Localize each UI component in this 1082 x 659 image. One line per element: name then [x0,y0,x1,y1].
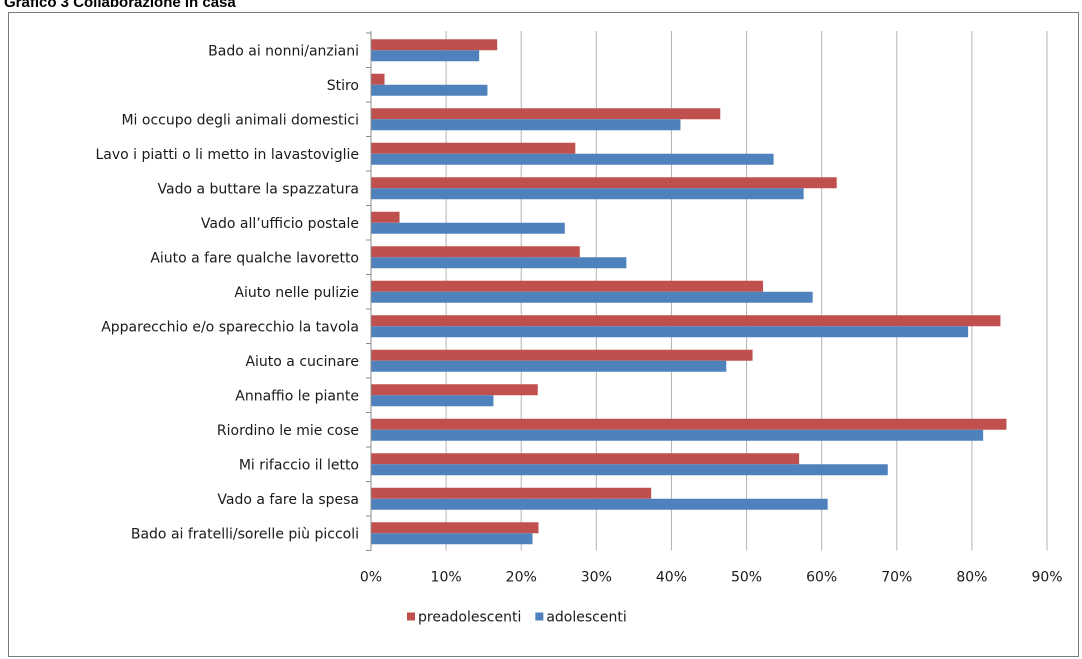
legend-label: preadolescenti [418,610,521,626]
bar-preadolescenti [371,73,385,85]
x-tick-label: 80% [956,570,987,586]
category-label: Annaffio le piante [235,388,359,404]
bar-adolescenti [371,188,804,200]
page-title: Grafico 3 Collaborazione in casa [4,0,236,11]
x-tick-label: 20% [506,570,537,586]
bar-adolescenti [371,84,488,96]
bar-preadolescenti [371,177,837,189]
x-tick-label: 70% [881,570,912,586]
bar-adolescenti [371,429,984,441]
legend-swatch [407,612,415,621]
x-tick-label: 90% [1031,570,1062,586]
category-label: Stiro [327,78,359,94]
bar-preadolescenti [371,142,576,154]
bar-adolescenti [371,119,681,131]
bar-adolescenti [371,222,565,234]
bar-preadolescenti [371,487,652,499]
x-tick-label: 50% [731,570,762,586]
category-labels: Bado ai nonni/anziani Stiro Mi occupo degl… [95,43,359,542]
bar-adolescenti [371,326,969,338]
bar-adolescenti [371,291,813,303]
category-label: Vado a fare la spesa [217,492,359,508]
bar-preadolescenti [371,522,539,534]
category-label: Aiuto nelle pulizie [234,285,359,301]
bar-preadolescenti [371,39,498,51]
category-label: Vado a buttare la spazzatura [158,181,359,197]
bar-preadolescenti [371,211,400,223]
axes [366,31,372,551]
category-label: Aiuto a fare qualche lavoretto [150,250,359,266]
category-label: Mi occupo degli animali domestici [121,112,359,128]
bar-preadolescenti [371,349,753,361]
x-tick-label: 40% [656,570,687,586]
x-tick-label: 30% [581,570,612,586]
bar-preadolescenti [371,384,538,396]
category-label: Bado ai fratelli/sorelle più piccoli [131,526,359,542]
category-label: Riordino le mie cose [217,423,359,439]
category-label: Lavo i piatti o li metto in lavastovigli… [95,147,359,163]
bar-preadolescenti [371,108,721,120]
bar-adolescenti [371,257,627,269]
legend-swatch [535,612,544,621]
x-tick-label: 0% [360,570,382,586]
category-label: Mi rifaccio il letto [239,457,359,473]
category-label: Aiuto a cucinare [245,354,359,370]
legend: preadolescenti adolescenti [407,610,627,626]
bar-adolescenti [371,50,480,62]
bar-chart: Bado ai nonni/anziani Stiro Mi occupo degl… [95,31,1063,626]
bar-adolescenti [371,498,828,510]
category-label: Bado ai nonni/anziani [208,43,359,59]
x-tick-label: 60% [806,570,837,586]
chart-frame: Bado ai nonni/anziani Stiro Mi occupo degl… [8,12,1079,657]
bar-adolescenti [371,153,774,165]
bar-preadolescenti [371,418,1007,430]
bar-preadolescenti [371,280,764,292]
bars [371,39,1007,545]
bar-adolescenti [371,395,494,407]
x-tick-label: 10% [431,570,462,586]
bar-adolescenti [371,360,727,372]
x-tick-labels: 0% 10% 20% 30% 40% 50% 60% 70% 80% 90% [360,570,1063,586]
bar-adolescenti [371,533,533,545]
bar-preadolescenti [371,246,580,258]
category-label: Apparecchio e/o sparecchio la tavola [101,319,359,335]
legend-label: adolescenti [546,610,626,626]
bar-preadolescenti [371,453,800,465]
category-label: Vado all’ufficio postale [201,216,359,232]
bar-adolescenti [371,464,888,476]
bar-preadolescenti [371,315,1001,327]
